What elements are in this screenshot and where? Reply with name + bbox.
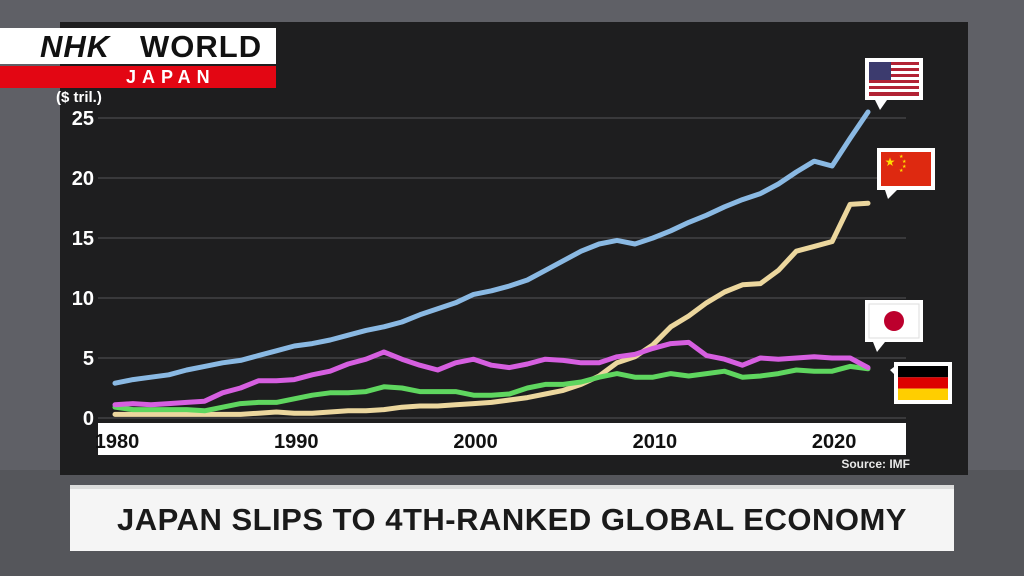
- y-tick-label: 5: [83, 348, 94, 370]
- x-tick-label: 2020: [812, 431, 857, 453]
- y-tick-label: 25: [72, 108, 94, 130]
- y-tick-label: 20: [72, 168, 94, 190]
- logo-region: JAPAN: [126, 67, 216, 87]
- y-tick-label: 15: [72, 228, 94, 250]
- nhk-world-japan-logo: NHK WORLD JAPAN: [0, 28, 276, 88]
- svg-text:★: ★: [899, 168, 904, 174]
- x-axis-strip: [98, 423, 906, 455]
- us-flag-icon: [865, 58, 923, 110]
- x-tick-label: 1990: [274, 431, 319, 453]
- y-tick-label: 0: [83, 408, 94, 430]
- svg-text:★: ★: [902, 164, 907, 170]
- china-flag-icon: ★ ★ ★ ★ ★: [877, 148, 935, 199]
- series-line-china: [112, 200, 871, 417]
- y-tick-label: 10: [72, 288, 94, 310]
- japan-flag-icon: [865, 300, 923, 352]
- svg-text:★: ★: [899, 154, 904, 160]
- svg-text:★: ★: [902, 159, 907, 165]
- germany-flag-icon: [890, 362, 952, 404]
- source-label: Source: IMF: [841, 457, 910, 471]
- series-line-japan: [112, 339, 871, 408]
- logo-world: WORLD: [140, 29, 263, 64]
- chart-panel: [60, 22, 968, 475]
- svg-text:★: ★: [885, 155, 896, 169]
- headline-text: JAPAN SLIPS TO 4TH-RANKED GLOBAL ECONOMY: [117, 502, 907, 537]
- y-axis-label: ($ tril.): [56, 89, 102, 106]
- x-tick-label: 2010: [633, 431, 678, 453]
- x-tick-label: 1980: [95, 431, 140, 453]
- series-line-us: [112, 109, 871, 386]
- logo-brand: NHK: [40, 29, 111, 64]
- series-line-germany: [112, 363, 871, 414]
- x-tick-label: 2000: [453, 431, 498, 453]
- headline-banner: JAPAN SLIPS TO 4TH-RANKED GLOBAL ECONOMY: [70, 485, 954, 551]
